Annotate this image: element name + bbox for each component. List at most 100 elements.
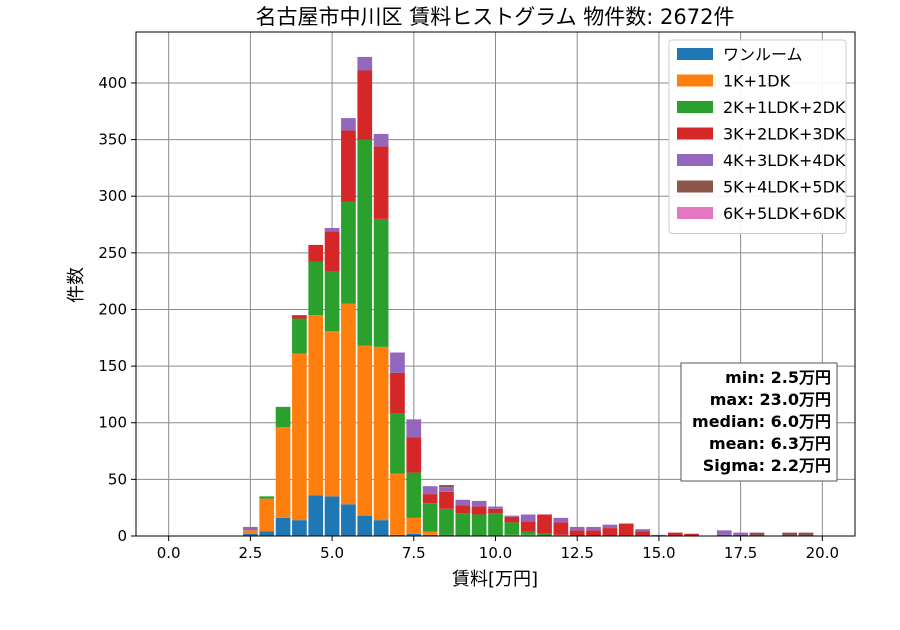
- histogram-bar: [390, 372, 405, 414]
- legend-swatch: [677, 180, 713, 193]
- y-tick-label: 0: [117, 527, 127, 545]
- y-axis-label: 件数: [66, 267, 87, 303]
- histogram-bar: [488, 508, 503, 514]
- histogram-bar: [373, 133, 389, 147]
- histogram-bar: [553, 517, 569, 523]
- histogram-bar: [569, 526, 585, 531]
- histogram-bar: [439, 534, 454, 536]
- stats-line: mean: 6.3万円: [709, 434, 831, 453]
- histogram-bar: [504, 515, 520, 517]
- stats-line: Sigma: 2.2万円: [703, 456, 831, 475]
- legend-swatch: [677, 101, 713, 113]
- histogram-bar: [275, 427, 291, 518]
- histogram-bar: [243, 530, 258, 534]
- stats-line: min: 2.5万円: [725, 368, 831, 387]
- histogram-bar: [471, 514, 487, 536]
- histogram-bar: [357, 515, 373, 536]
- chart-title: 名古屋市中川区 賃料ヒストグラム 物件数: 2672件: [256, 5, 735, 29]
- histogram-bar: [341, 303, 356, 505]
- histogram-bar: [733, 534, 748, 536]
- x-tick-label: 12.5: [561, 544, 594, 562]
- histogram-bar: [488, 506, 503, 509]
- histogram-bar: [553, 522, 569, 535]
- legend-swatch: [677, 127, 713, 140]
- histogram-bar: [439, 487, 454, 492]
- y-tick-label: 150: [98, 357, 127, 375]
- histogram-bar: [373, 520, 389, 536]
- y-axis-ticks: 0 50 100 150 200 250 300 350 400: [98, 74, 136, 545]
- stats-line: median: 6.0万円: [692, 412, 831, 431]
- histogram-bar: [324, 227, 340, 232]
- histogram-bar: [422, 531, 438, 535]
- x-tick-label: 20.0: [806, 544, 839, 562]
- histogram-bar: [651, 534, 667, 536]
- x-tick-label: 2.5: [238, 544, 262, 562]
- histogram-bar: [504, 534, 520, 536]
- histogram-bar: [406, 533, 422, 536]
- histogram-bar: [618, 523, 634, 536]
- histogram-bar: [292, 520, 307, 536]
- histogram-bar: [308, 244, 324, 262]
- histogram-bar: [455, 505, 471, 514]
- legend-swatch: [677, 48, 713, 60]
- histogram-bar: [749, 532, 765, 536]
- histogram-bar: [373, 218, 389, 347]
- histogram-bar: [341, 118, 356, 131]
- stats-box-frame: [680, 362, 838, 482]
- y-tick-label: 350: [98, 131, 127, 149]
- histogram-bar: [455, 513, 471, 536]
- legend-label: 3K+2LDK+3DK: [723, 125, 846, 144]
- histogram-bar: [324, 231, 340, 271]
- histogram-bar: [602, 524, 618, 529]
- legend-label: 6K+5LDK+6DK: [723, 204, 846, 223]
- histogram-bar: [275, 406, 291, 428]
- x-tick-label: 15.0: [642, 544, 675, 562]
- histogram-bar: [341, 504, 356, 536]
- histogram-bar: [635, 531, 650, 536]
- histogram-bar: [324, 270, 340, 332]
- histogram-bar: [243, 526, 258, 531]
- y-tick-label: 250: [98, 244, 127, 262]
- x-tick-label: 5.0: [320, 544, 344, 562]
- histogram-bar: [390, 352, 405, 373]
- histogram-bar: [504, 522, 520, 535]
- histogram-bar: [537, 514, 552, 534]
- histogram-bar: [275, 517, 291, 536]
- histogram-bar: [324, 496, 340, 536]
- legend-swatch: [677, 207, 713, 219]
- y-tick-label: 100: [98, 414, 127, 432]
- histogram-bar: [341, 130, 356, 202]
- histogram-bar: [422, 503, 438, 532]
- histogram-bar: [602, 528, 618, 536]
- histogram-bar: [488, 513, 503, 536]
- histogram-bar: [390, 413, 405, 474]
- x-axis-label: 賃料[万円]: [452, 569, 538, 590]
- histogram-bar: [422, 494, 438, 504]
- histogram-bar: [357, 139, 373, 346]
- legend: ワンルーム 1K+1DK 2K+1LDK+2DK 3K+2LDK+3DK 4K+3LDK…: [668, 39, 847, 234]
- y-tick-label: 50: [108, 470, 127, 488]
- histogram-bar: [553, 534, 569, 536]
- histogram-bar: [439, 491, 454, 509]
- histogram-bar: [390, 473, 405, 535]
- histogram-bar: [684, 533, 699, 536]
- histogram-bar: [455, 499, 471, 506]
- histogram-bar: [292, 318, 307, 354]
- histogram-bar: [292, 353, 307, 521]
- histogram-bar: [569, 530, 585, 536]
- histogram-bar: [586, 530, 601, 536]
- histogram-bar: [373, 346, 389, 521]
- histogram-bar: [308, 495, 324, 536]
- histogram-bar: [520, 514, 536, 522]
- histogram-bar: [471, 500, 487, 507]
- x-axis-ticks: 0.0 2.5 5.0 7.5 10.0 12.5 15.0 17.5 20.0: [157, 536, 839, 562]
- histogram-bar: [341, 201, 356, 304]
- histogram-bar: [406, 517, 422, 534]
- legend-label: 1K+1DK: [723, 72, 791, 91]
- histogram-bar: [292, 315, 307, 319]
- y-tick-label: 300: [98, 187, 127, 205]
- histogram-bar: [716, 534, 732, 536]
- histogram-bar: [324, 331, 340, 497]
- legend-label: 4K+3LDK+4DK: [723, 151, 846, 170]
- histogram-bar: [308, 261, 324, 316]
